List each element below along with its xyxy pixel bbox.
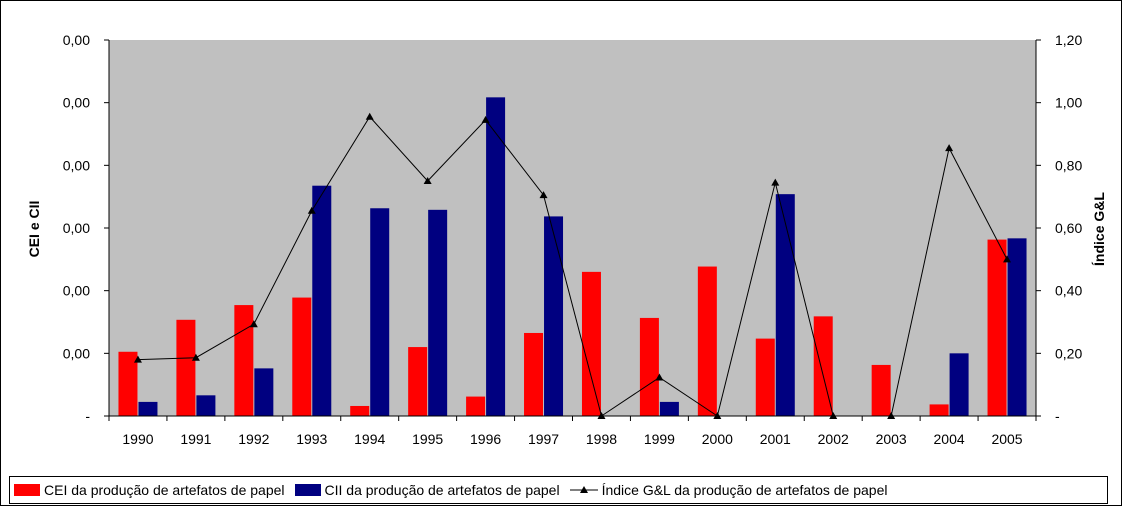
right-tick-label-4: 0,80 — [1055, 157, 1082, 173]
bar-cei-2002 — [813, 316, 833, 416]
x-tick-label-1991: 1991 — [180, 431, 211, 447]
x-tick-label-2003: 2003 — [876, 431, 907, 447]
right-tick-label-1: 0,20 — [1055, 345, 1082, 361]
left-tick-label-3: 0,00 — [63, 220, 90, 236]
x-tick-label-1993: 1993 — [296, 431, 327, 447]
bar-cii-1997 — [544, 216, 564, 416]
gl-marker-2005 — [1003, 255, 1012, 263]
x-tick-label-1996: 1996 — [470, 431, 501, 447]
bar-cei-1993 — [292, 297, 312, 416]
x-tick-label-2002: 2002 — [818, 431, 849, 447]
left-axis-title: CEI e CII — [26, 201, 42, 258]
gl-marker-1997 — [539, 191, 548, 199]
legend-label-cii: CII da produção de artefatos de papel — [324, 482, 560, 498]
bar-cii-2005 — [1007, 238, 1027, 416]
gl-marker-1992 — [249, 320, 258, 328]
legend-swatch-cei — [14, 484, 40, 496]
x-tick-label-1997: 1997 — [528, 431, 559, 447]
bar-cii-1999 — [659, 401, 679, 416]
bar-cei-1999 — [639, 317, 659, 416]
legend: CEI da produção de artefatos de papel CI… — [9, 476, 1108, 504]
bar-cei-1995 — [408, 347, 428, 416]
left-tick-label-5: 0,00 — [63, 95, 90, 111]
bar-cei-2000 — [697, 266, 717, 416]
x-tick-label-1998: 1998 — [586, 431, 617, 447]
bar-cii-2001 — [775, 194, 795, 416]
x-tick-label-1992: 1992 — [238, 431, 269, 447]
legend-item-cii: CII da produção de artefatos de papel — [294, 482, 560, 498]
bar-cei-1997 — [524, 332, 544, 416]
x-tick-label-1994: 1994 — [354, 431, 385, 447]
bar-cii-1994 — [370, 208, 390, 416]
gl-marker-1995 — [423, 177, 432, 184]
gl-marker-1990 — [133, 355, 142, 363]
left-tick-label-6: 0,00 — [63, 32, 90, 48]
bar-cei-2001 — [755, 338, 775, 416]
x-tick-label-1995: 1995 — [412, 431, 443, 447]
x-tick-label-2001: 2001 — [760, 431, 791, 447]
bar-cei-1996 — [466, 396, 486, 416]
bar-cii-1996 — [486, 97, 506, 416]
left-tick-label-1: 0,00 — [63, 345, 90, 361]
bar-cii-1995 — [428, 209, 448, 416]
right-tick-label-3: 0,60 — [1055, 220, 1082, 236]
bar-cii-2004 — [949, 353, 969, 416]
x-tick-label-1990: 1990 — [122, 431, 153, 447]
x-tick-label-2004: 2004 — [934, 431, 965, 447]
chart-svg: - 0,00 0,00 0,00 0,00 0,00 0,00 - 0,20 0,40 0,60 0,… — [26, 32, 1107, 447]
gl-marker-1991 — [191, 353, 200, 361]
bar-cii-1990 — [138, 401, 158, 416]
gl-marker-2004 — [945, 144, 954, 152]
legend-swatch-gl — [569, 486, 598, 493]
right-tick-label-5: 1,00 — [1055, 95, 1082, 111]
left-tick-label-2: 0,00 — [63, 283, 90, 299]
legend-label-cei: CEI da produção de artefatos de papel — [44, 482, 285, 498]
bar-cei-1991 — [176, 319, 196, 416]
gl-marker-1996 — [481, 115, 490, 123]
gl-marker-1999 — [655, 373, 664, 381]
bar-cei-2005 — [987, 239, 1007, 416]
left-tick-label-0: - — [85, 408, 90, 424]
bar-cii-1992 — [254, 368, 274, 416]
bar-cii-1991 — [196, 395, 216, 416]
right-tick-label-0: - — [1055, 408, 1060, 424]
right-tick-label-6: 1,20 — [1055, 32, 1082, 48]
plot-area — [109, 40, 1036, 416]
legend-swatch-cii — [294, 484, 321, 496]
bar-cei-1998 — [581, 271, 601, 416]
x-tick-label-2000: 2000 — [702, 431, 733, 447]
gl-marker-2001 — [771, 178, 780, 186]
legend-item-gl: Índice G&L da produção de artefatos de p… — [569, 482, 888, 498]
bar-cei-2004 — [929, 404, 949, 416]
left-tick-label-4: 0,00 — [63, 157, 90, 173]
right-tick-label-2: 0,40 — [1055, 283, 1082, 299]
legend-item-cei: CEI da produção de artefatos de papel — [14, 482, 285, 498]
gl-marker-1994 — [365, 112, 374, 120]
legend-label-gl: Índice G&L da produção de artefatos de p… — [601, 482, 888, 498]
x-tick-label-1999: 1999 — [644, 431, 675, 447]
gl-marker-1993 — [307, 206, 316, 214]
bar-cei-1990 — [118, 351, 138, 416]
bar-cei-1992 — [234, 305, 254, 416]
x-tick-label-2005: 2005 — [991, 431, 1022, 447]
bar-cei-2003 — [871, 364, 891, 416]
bar-cei-1994 — [350, 405, 370, 416]
right-axis-title: Índice G&L — [1091, 192, 1107, 266]
bar-cii-1993 — [312, 185, 332, 416]
